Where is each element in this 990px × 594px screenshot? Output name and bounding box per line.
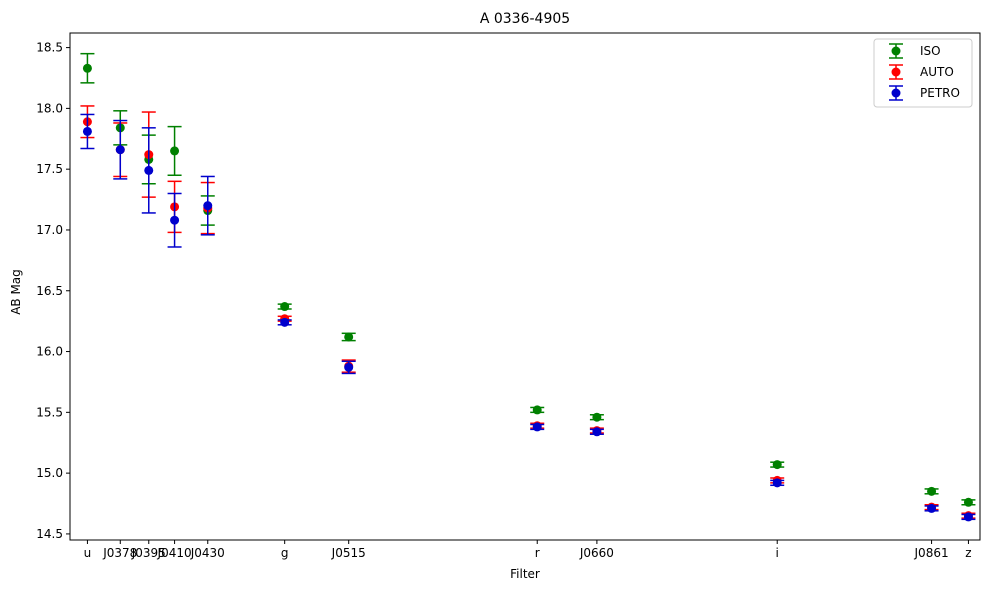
- y-tick-label: 18.0: [36, 101, 63, 115]
- data-point: [280, 302, 290, 312]
- data-point: [115, 145, 125, 155]
- legend-marker-dot: [891, 88, 901, 98]
- data-point: [144, 165, 154, 175]
- x-tick-label: r: [535, 546, 540, 560]
- data-point: [772, 478, 782, 488]
- x-tick-label: J0410: [157, 546, 192, 560]
- data-point: [592, 412, 602, 422]
- y-tick-label: 17.0: [36, 223, 63, 237]
- data-point: [963, 497, 973, 507]
- y-tick-label: 15.5: [36, 405, 63, 419]
- data-point: [927, 486, 937, 496]
- x-tick-label: z: [965, 546, 971, 560]
- x-tick-label: J0430: [190, 546, 225, 560]
- legend: ISO AUTO PETRO: [873, 38, 973, 108]
- x-axis-label: Filter: [510, 567, 540, 581]
- x-tick-label: J0861: [914, 546, 949, 560]
- data-point: [963, 512, 973, 522]
- data-point: [344, 362, 354, 372]
- data-point: [82, 126, 92, 136]
- data-point: [772, 460, 782, 470]
- y-tick-label: 17.5: [36, 162, 63, 176]
- y-tick-label: 16.0: [36, 345, 63, 359]
- data-point: [532, 422, 542, 432]
- x-tick-label: i: [776, 546, 779, 560]
- data-point: [82, 63, 92, 73]
- x-tick-label: J0395: [131, 546, 166, 560]
- legend-marker-dot: [891, 46, 901, 56]
- data-point: [344, 332, 354, 342]
- x-tick-label: J0660: [579, 546, 614, 560]
- data-point: [280, 317, 290, 327]
- chart-title: A 0336-4905: [480, 11, 570, 27]
- axes-frame: [69, 32, 981, 541]
- data-point: [170, 146, 180, 156]
- series-petro: [80, 113, 976, 522]
- legend-marker-dot: [891, 67, 901, 77]
- y-tick-label: 15.0: [36, 466, 63, 480]
- y-tick-label: 16.5: [36, 284, 63, 298]
- plot-area: 14.5 15.0 15.5 16.0 16.5 17.0 17.5 18.0 18.5 u J03…: [36, 32, 981, 560]
- y-tick-label: 18.5: [36, 41, 63, 55]
- y-axis-label: AB Mag: [9, 269, 23, 315]
- y-tick-label: 14.5: [36, 527, 63, 541]
- data-point: [927, 503, 937, 513]
- x-tick-label: J0515: [331, 546, 366, 560]
- legend-label: PETRO: [920, 86, 960, 100]
- legend-label: ISO: [920, 44, 941, 58]
- data-point: [592, 427, 602, 437]
- x-tick-label: g: [281, 546, 289, 560]
- data-point: [203, 201, 213, 211]
- x-tick-label: J0378: [102, 546, 137, 560]
- legend-label: AUTO: [920, 65, 954, 79]
- data-point: [170, 215, 180, 225]
- x-tick-label: u: [84, 546, 92, 560]
- data-point: [532, 405, 542, 415]
